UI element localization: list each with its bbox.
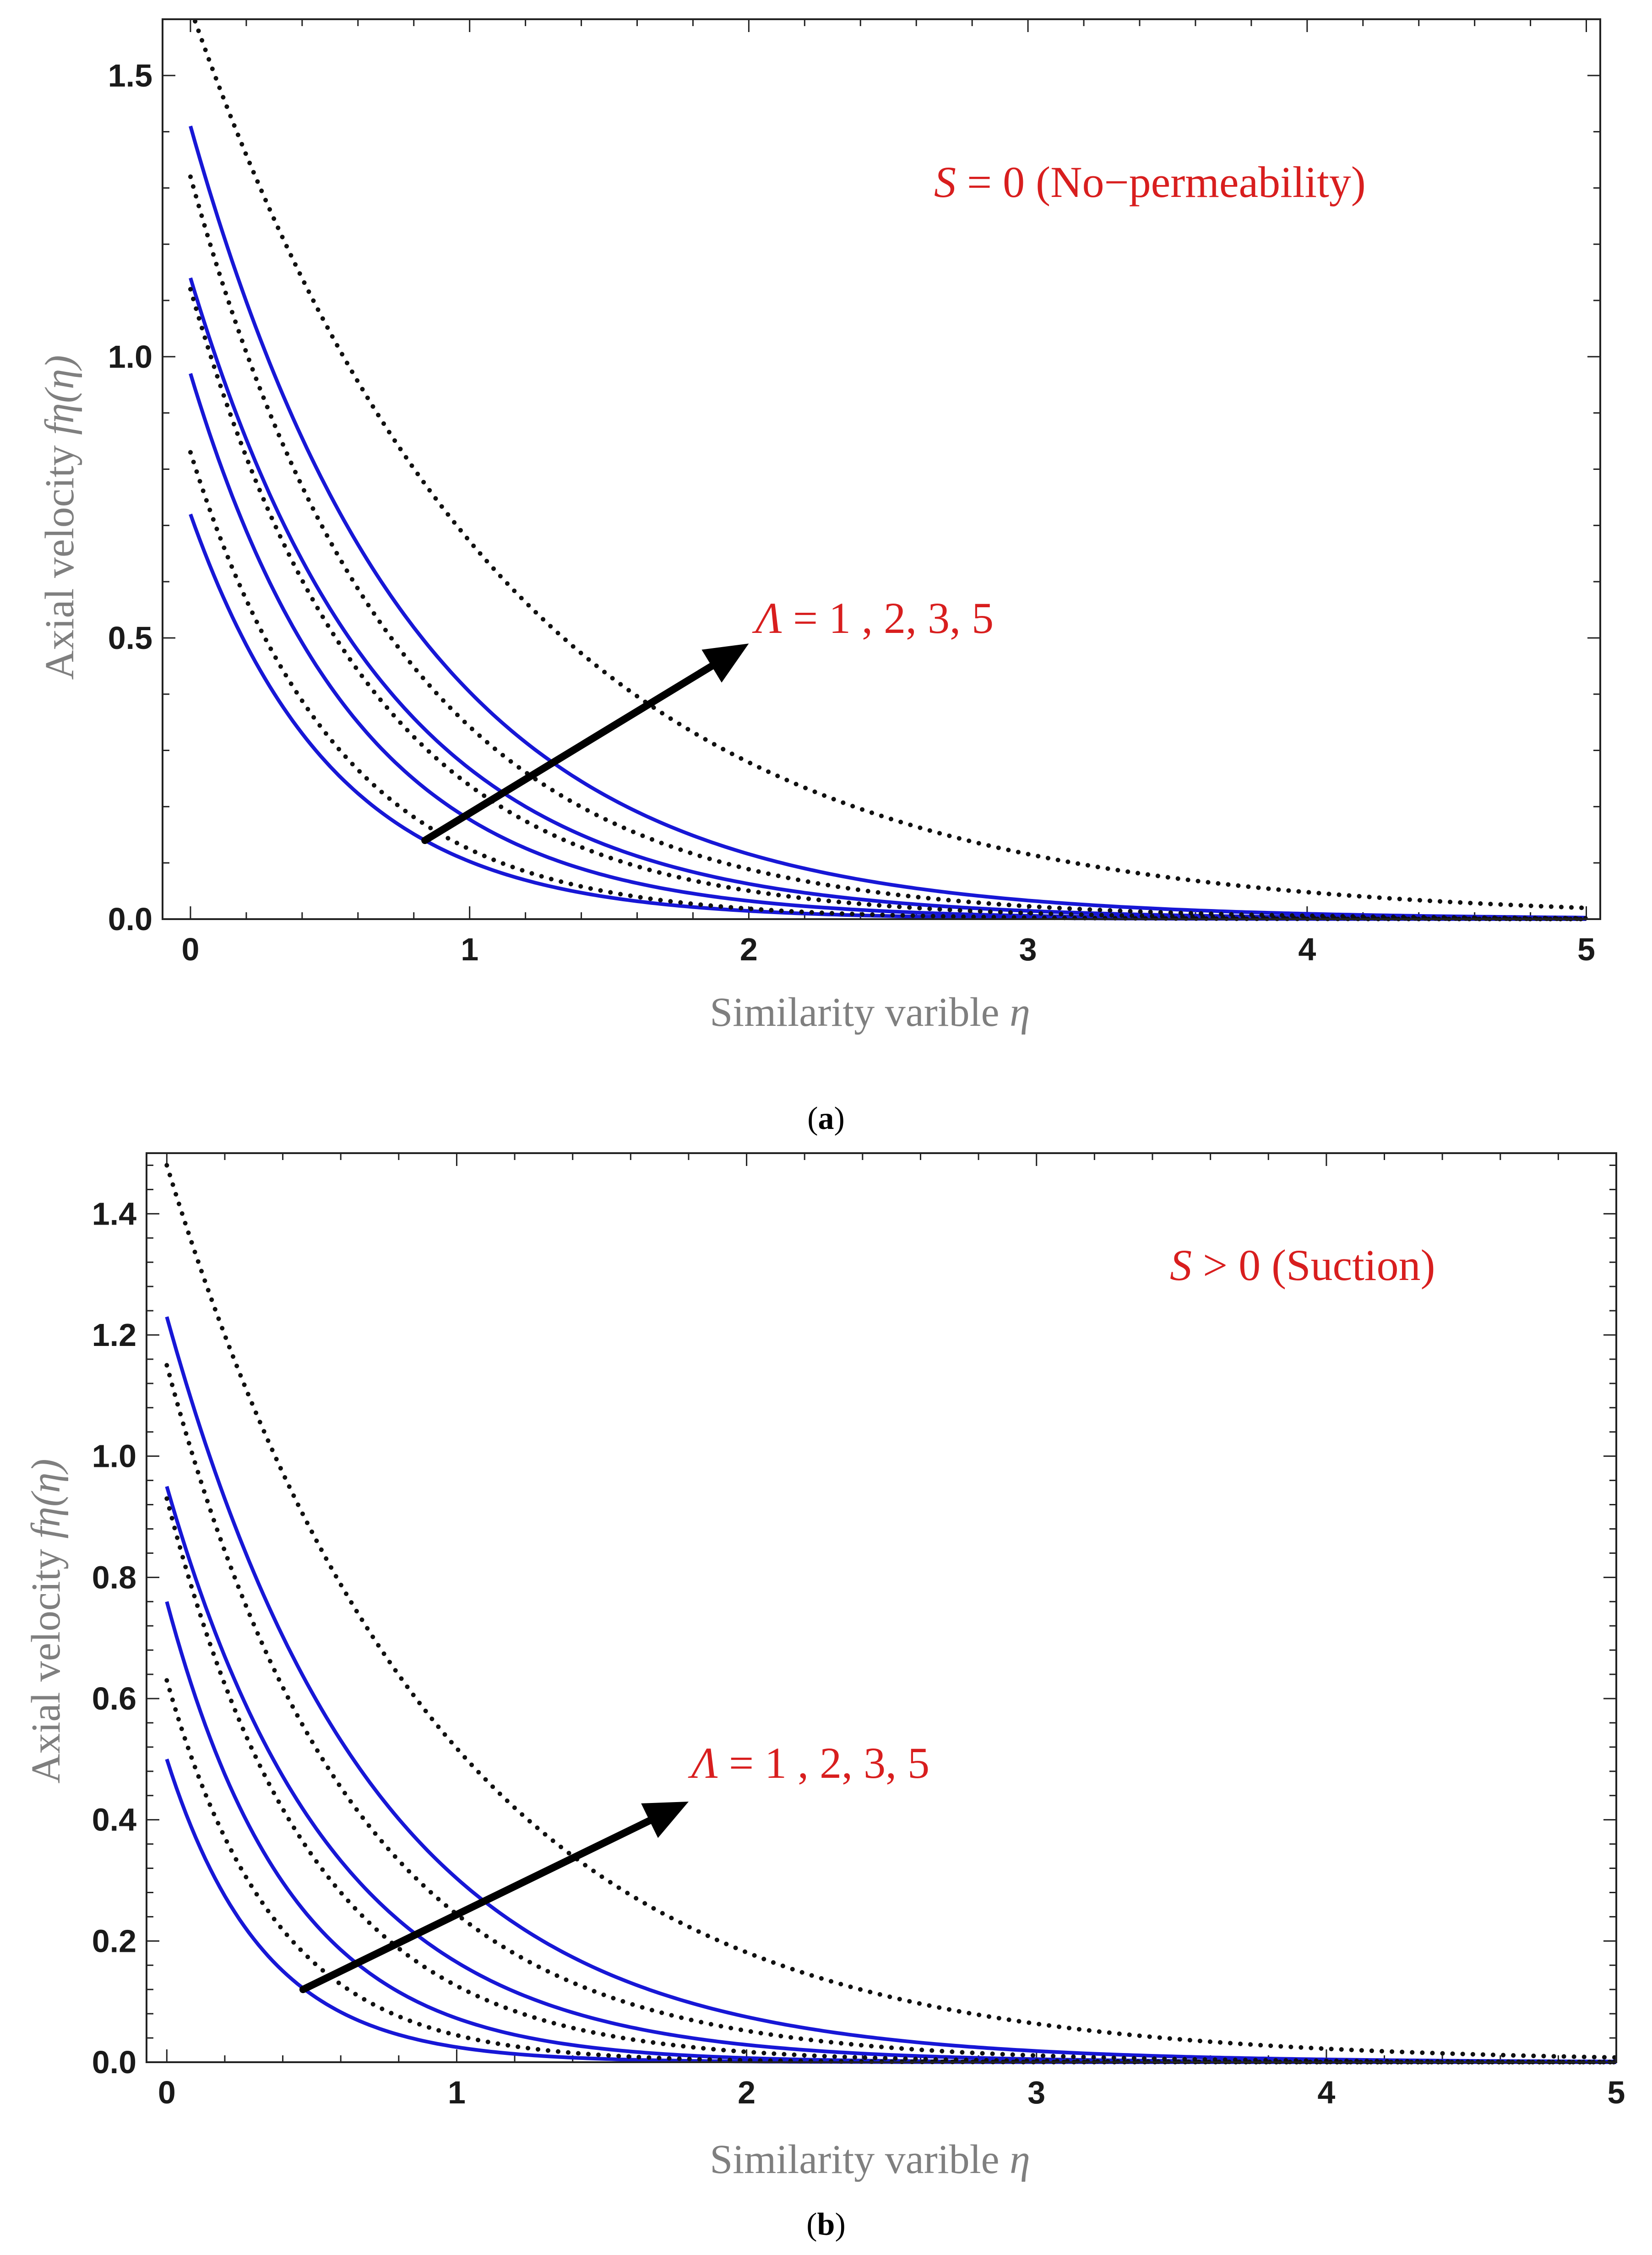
panel-b-plot-frame (146, 1152, 1617, 2063)
x-tick-label: 2 (738, 2075, 755, 2110)
series-line-dotted (164, 1163, 1619, 2060)
series-line-dotted (164, 1678, 1619, 2064)
panel-b-arrow-head (641, 1801, 689, 1838)
panel-b-x-axis-title: Similarity varible η (710, 2137, 1030, 2182)
panel-b-curves (164, 1163, 1619, 2064)
series-line-solid (165, 1759, 1616, 2064)
y-tick-label: 0.2 (92, 1923, 136, 1959)
series-line-solid (189, 513, 1587, 921)
y-tick-label: 1.5 (108, 58, 152, 93)
panel-b-tick-labels: 0 1 2 3 4 5 0.0 0.2 0.4 0.6 0.8 1.0 1.2 1.4 (92, 1196, 1625, 2110)
x-tick-label: 2 (740, 931, 758, 967)
panel-a-arrow-head (701, 643, 749, 683)
y-tick-label: 0.0 (92, 2044, 136, 2080)
series-line-dotted (188, 450, 1589, 921)
x-tick-label: 5 (1608, 2075, 1625, 2110)
series-line-solid (189, 125, 1587, 920)
x-tick-label: 1 (461, 931, 478, 967)
y-tick-label: 0.8 (92, 1559, 136, 1595)
panel-a-caption: (a) (807, 1101, 845, 1136)
y-tick-label: 1.2 (92, 1317, 136, 1353)
series-line-dotted (193, 19, 1589, 910)
panel-a-trend-arrow (421, 643, 749, 844)
y-tick-label: 0.6 (92, 1681, 136, 1716)
panel-a: 0 1 2 3 4 50.00.51.01.5 Similarity varible η … (37, 18, 1601, 1136)
x-tick-label: 0 (158, 2075, 176, 2110)
y-tick-label: 1.0 (92, 1438, 136, 1474)
panel-b-y-axis-title: Axial velocity fη(η) (23, 1459, 69, 1783)
panel-b-trend-arrow (299, 1801, 689, 1994)
panel-a-y-axis-title: Axial velocity fη(η) (37, 355, 82, 680)
panel-a-x-axis-title: Similarity varible η (710, 990, 1030, 1035)
panel-a-plot-frame (162, 18, 1601, 920)
y-tick-label: 0.5 (108, 620, 152, 656)
x-tick-label: 3 (1027, 2075, 1045, 2110)
panel-b-lambda-annotation: Λ = 1 , 2, 3, 5 (688, 1738, 929, 1787)
panel-b: 0 1 2 3 4 5 0.0 0.2 0.4 0.6 0.8 1.0 1.2 1.4 Similarit… (23, 1152, 1625, 2242)
series-line-solid (165, 1316, 1616, 2064)
panel-a-ticks (163, 18, 1600, 920)
panel-b-arrow-shaft (299, 1817, 653, 1994)
series-line-solid (165, 1601, 1616, 2064)
x-tick-label: 4 (1317, 2075, 1335, 2110)
panel-a-curves (188, 19, 1589, 921)
panel-a-condition-annotation: S = 0 (No−permeability) (934, 158, 1366, 207)
x-tick-label: 5 (1577, 931, 1595, 967)
y-tick-label: 1.4 (92, 1196, 136, 1231)
y-tick-label: 0.0 (108, 901, 152, 937)
panel-b-condition-annotation: S > 0 (Suction) (1170, 1241, 1435, 1290)
y-tick-label: 1.0 (108, 339, 152, 375)
y-tick-label: 0.4 (92, 1802, 136, 1838)
panel-b-caption: (b) (806, 2207, 846, 2242)
series-line-dotted (188, 174, 1589, 921)
series-line-dotted (164, 1363, 1619, 2064)
panel-a-lambda-annotation: Λ = 1 , 2, 3, 5 (752, 594, 994, 643)
series-line-dotted (164, 1496, 1619, 2064)
panel-a-arrow-shaft (421, 662, 716, 844)
panel-a-tick-labels: 0 1 2 3 4 5 0.0 0.5 1.0 1.5 (108, 58, 1595, 967)
x-tick-label: 3 (1019, 931, 1037, 967)
x-tick-label: 1 (448, 2075, 466, 2110)
x-tick-label: 4 (1298, 931, 1316, 967)
x-tick-label: 0 (182, 931, 200, 967)
